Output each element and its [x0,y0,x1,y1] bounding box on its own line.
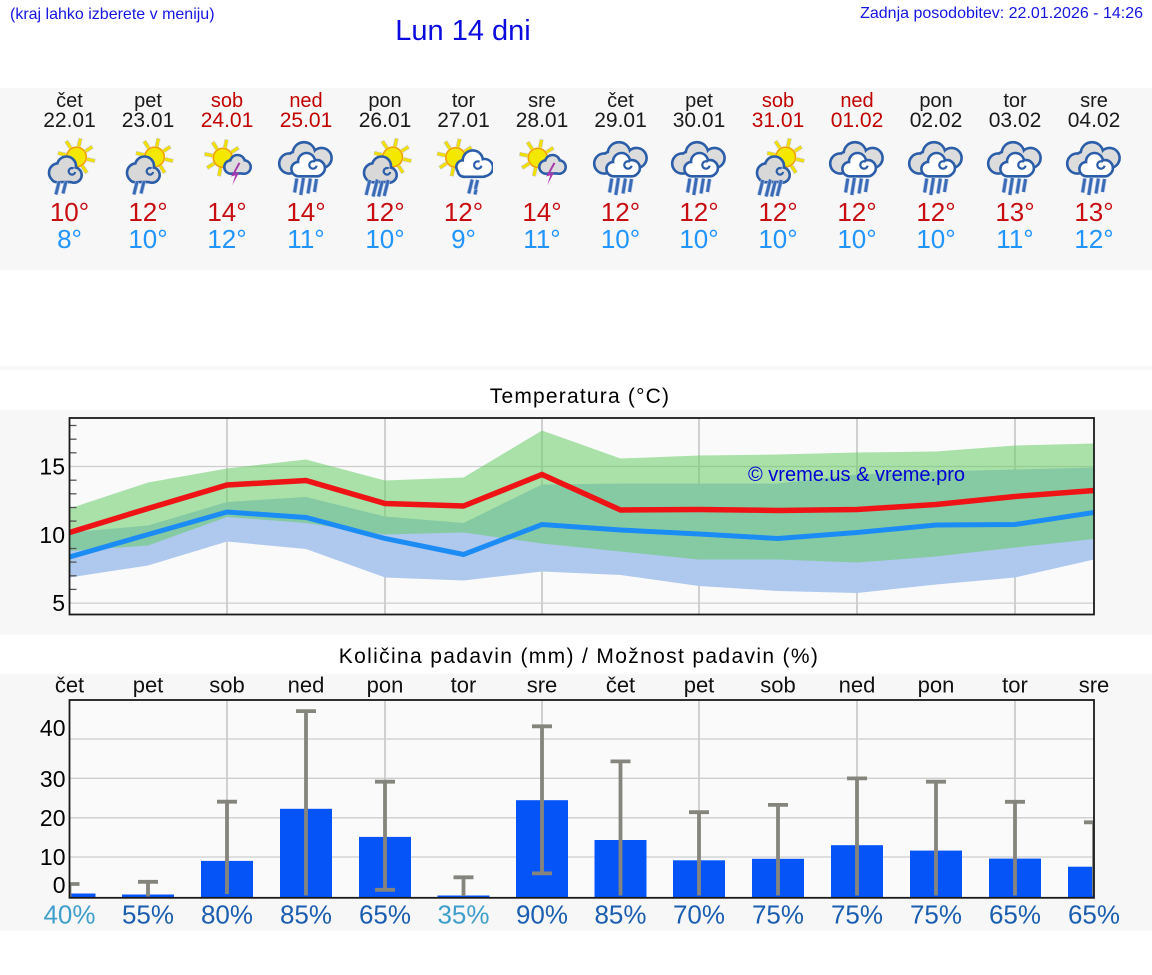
svg-text:pet: pet [133,674,164,698]
svg-text:70%: 70% [673,900,725,930]
svg-text:80%: 80% [201,900,253,930]
svg-text:čet: čet [55,674,84,698]
svg-text:75%: 75% [752,900,804,930]
svg-text:sre: sre [1079,674,1110,698]
svg-text:65%: 65% [359,900,411,930]
svg-text:tor: tor [451,674,477,698]
svg-text:85%: 85% [594,900,646,930]
svg-text:10: 10 [39,521,65,547]
svg-text:tor: tor [1002,674,1028,698]
svg-text:0: 0 [53,872,66,898]
svg-text:55%: 55% [122,900,174,930]
svg-text:40%: 40% [43,900,95,930]
svg-text:65%: 65% [1068,900,1120,930]
svg-text:30: 30 [40,766,66,792]
svg-text:sob: sob [760,674,795,698]
svg-text:pon: pon [918,674,955,698]
svg-text:pon: pon [367,674,404,698]
svg-text:15: 15 [39,453,65,479]
svg-text:sob: sob [209,674,244,698]
svg-text:75%: 75% [831,900,883,930]
svg-text:5: 5 [52,590,65,616]
svg-text:40: 40 [40,715,66,741]
svg-text:ned: ned [839,674,876,698]
svg-text:90%: 90% [516,900,568,930]
svg-text:85%: 85% [280,900,332,930]
svg-text:ned: ned [288,674,325,698]
svg-text:pet: pet [684,674,715,698]
svg-text:20: 20 [40,805,66,831]
svg-text:čet: čet [606,674,635,698]
svg-text:sre: sre [527,674,558,698]
svg-text:75%: 75% [910,900,962,930]
svg-text:10: 10 [40,844,66,870]
svg-text:65%: 65% [989,900,1041,930]
svg-text:35%: 35% [437,900,489,930]
